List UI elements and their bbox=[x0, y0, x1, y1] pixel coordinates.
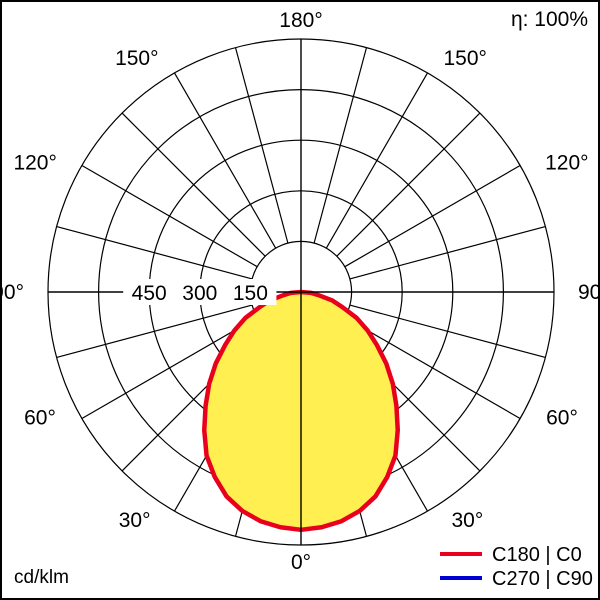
radial-tick-label-150: 150 bbox=[233, 282, 268, 305]
grid-spoke-240 bbox=[81, 164, 258, 268]
grid-spoke-225 bbox=[121, 112, 266, 257]
radial-tick-backdrop-450 bbox=[123, 279, 176, 305]
grid-spoke-105 bbox=[349, 225, 546, 280]
angle-label-neg90: 90° bbox=[0, 281, 24, 304]
radial-tick-backdrop-300 bbox=[173, 279, 226, 305]
angle-label-neg120: 120° bbox=[13, 152, 56, 175]
grid-spoke-210 bbox=[173, 72, 277, 249]
polar-labels: 150 300 450 0° 30° 60° 90° 120° 150° 180° 150° 120°… bbox=[0, 9, 600, 574]
angle-label-120: 120° bbox=[545, 152, 588, 175]
grid-spoke-150 bbox=[325, 72, 429, 249]
angle-label-neg60: 60° bbox=[24, 407, 56, 430]
angle-label-30: 30° bbox=[452, 509, 484, 532]
grid-spoke-285 bbox=[56, 304, 253, 359]
angle-label-90: 90° bbox=[578, 281, 600, 304]
grid-spoke-135 bbox=[336, 112, 481, 257]
angle-label-neg30: 30° bbox=[119, 509, 151, 532]
radial-tick-label-450: 450 bbox=[132, 282, 167, 305]
grid-spoke-75 bbox=[349, 304, 546, 359]
angle-label-180: 180° bbox=[279, 9, 322, 32]
grid-spoke-165 bbox=[313, 47, 368, 244]
radial-tick-label-300: 300 bbox=[182, 282, 217, 305]
grid-spoke-195 bbox=[234, 47, 289, 244]
polar-axes bbox=[48, 39, 554, 545]
legend-label-c270-c90: C270 | C90 bbox=[492, 568, 593, 590]
angle-label-60: 60° bbox=[546, 407, 578, 430]
efficiency-label: η: 100% bbox=[511, 8, 588, 31]
grid-spoke-120 bbox=[344, 164, 521, 268]
legend: C180 | C0 C270 | C90 bbox=[440, 544, 593, 590]
angle-label-150: 150° bbox=[444, 47, 487, 70]
angle-label-0: 0° bbox=[291, 551, 311, 574]
grid-spoke-60 bbox=[344, 316, 521, 420]
grid-spoke-300 bbox=[81, 316, 258, 420]
unit-label: cd/klm bbox=[14, 567, 69, 588]
radial-tick-backdrop-150 bbox=[224, 279, 277, 305]
grid-spoke-255 bbox=[56, 225, 253, 280]
angle-label-neg150: 150° bbox=[115, 47, 158, 70]
legend-label-c180-c0: C180 | C0 bbox=[492, 544, 582, 566]
